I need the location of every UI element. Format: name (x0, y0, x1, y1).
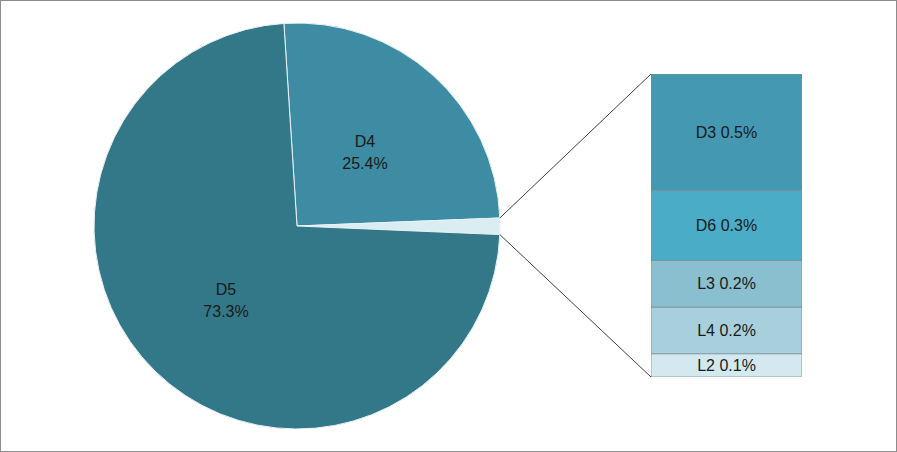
svg-text:D425.4%: D425.4% (342, 133, 387, 172)
svg-text:L2 0.1%: L2 0.1% (697, 357, 756, 374)
svg-text:D6 0.3%: D6 0.3% (696, 217, 757, 234)
svg-text:L4 0.2%: L4 0.2% (697, 322, 756, 339)
svg-text:D573.3%: D573.3% (203, 281, 248, 320)
svg-text:L3 0.2%: L3 0.2% (697, 275, 756, 292)
svg-text:D3 0.5%: D3 0.5% (696, 124, 757, 141)
